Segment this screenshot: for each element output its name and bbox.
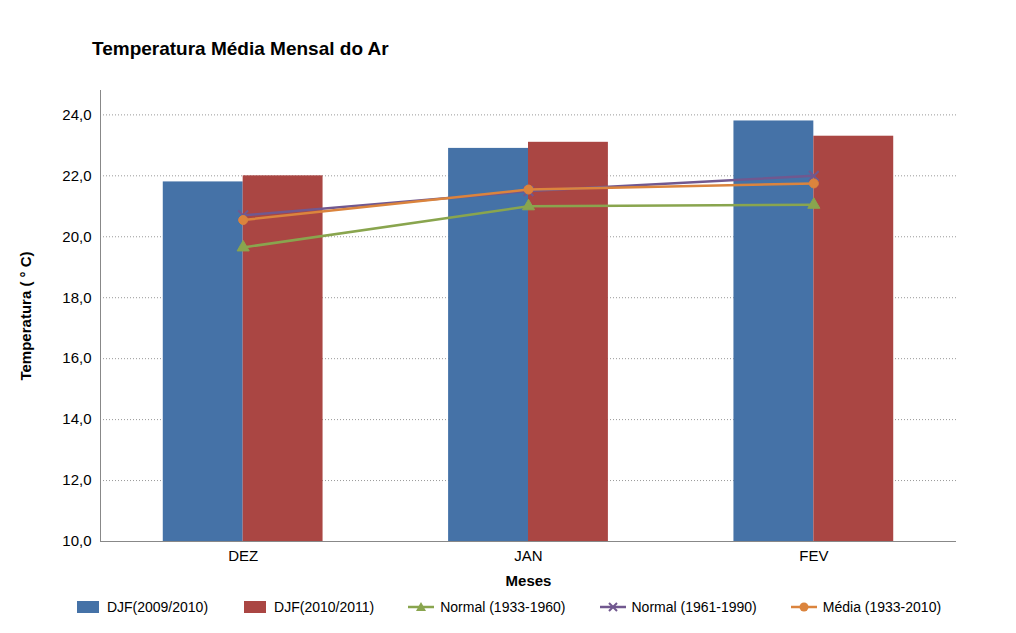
svg-text:22,0: 22,0 xyxy=(62,167,91,184)
svg-text:16,0: 16,0 xyxy=(62,349,91,366)
html-text:Temperatura Média Mensal do Ar: Temperatura Média Mensal do Ar xyxy=(92,38,389,59)
html-text:Normal (1933-1960): Normal (1933-1960) xyxy=(440,599,566,615)
svg-text:20,0: 20,0 xyxy=(62,228,91,245)
svg-text:10,0: 10,0 xyxy=(62,532,91,549)
svg-text:Temperatura ( ° C): Temperatura ( ° C) xyxy=(17,251,34,380)
html-text:Média (1933-2010): Média (1933-2010) xyxy=(822,599,942,615)
svg-text:JAN: JAN xyxy=(514,547,542,564)
html-text:DJF(2009/2010): DJF(2009/2010) xyxy=(106,599,209,615)
svg-text:FEV: FEV xyxy=(799,547,828,564)
svg-text:12,0: 12,0 xyxy=(62,471,91,488)
svg-text:14,0: 14,0 xyxy=(62,410,91,427)
svg-text:Meses: Meses xyxy=(506,572,552,589)
svg-text:18,0: 18,0 xyxy=(62,289,91,306)
svg-text:DEZ: DEZ xyxy=(228,547,258,564)
html-text:DJF(2010/2011): DJF(2010/2011) xyxy=(274,599,375,615)
svg-text:24,0: 24,0 xyxy=(62,106,91,123)
html-text:Normal (1961-1990): Normal (1961-1990) xyxy=(631,599,757,615)
